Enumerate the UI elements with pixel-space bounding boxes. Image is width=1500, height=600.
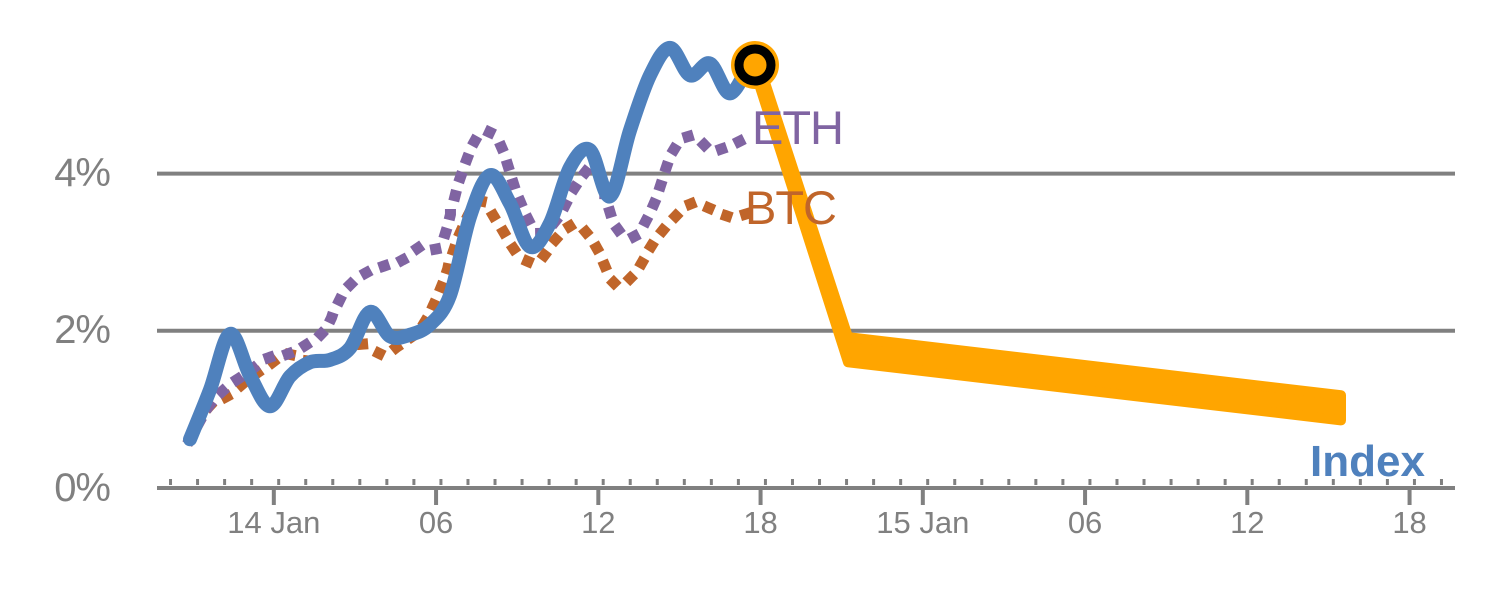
series-label-btc: BTC [745, 181, 837, 234]
y-axis-tick-label-2: 4% [54, 151, 111, 195]
x-axis-tick-label-1: 06 [418, 505, 454, 540]
x-axis-tick-label-4: 15 Jan [876, 505, 970, 540]
gridlines [157, 171, 1455, 333]
x-axis-tick-label-7: 18 [1392, 505, 1427, 540]
x-axis-tick-label-3: 18 [743, 505, 778, 540]
series-label-eth: ETH [752, 101, 844, 154]
x-axis-tick-label-0: 14 Jan [227, 505, 321, 540]
x-axis-tick-label-2: 12 [581, 505, 616, 540]
y-axis-tick-label-0: 0% [54, 466, 111, 510]
x-axis-tick-label-6: 12 [1230, 505, 1265, 540]
x-axis-line [157, 479, 1455, 505]
series-line-index [183, 40, 757, 447]
series-label-index: Index [1310, 437, 1425, 486]
y-axis-tick-label-1: 2% [54, 308, 111, 352]
series-line-eth [182, 125, 758, 447]
end-marker-icon [731, 41, 779, 89]
x-axis-tick-label-5: 06 [1067, 505, 1103, 540]
